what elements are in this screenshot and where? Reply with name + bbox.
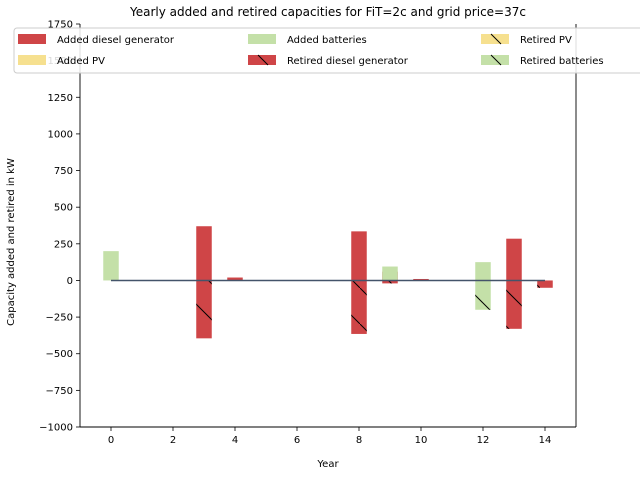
legend-hatch-retired-batteries [490, 54, 502, 66]
y-tick-label: 500 [54, 203, 73, 214]
legend: Added diesel generator Added batteries Ret… [13, 27, 640, 74]
x-axis-label: Year [316, 459, 339, 470]
y-tick-label: 250 [54, 239, 73, 250]
plot-area [103, 226, 553, 339]
legend-label-added-batteries: Added batteries [287, 35, 367, 46]
legend-label-added-diesel-generator: Added diesel generator [57, 35, 175, 46]
y-tick-label: −500 [46, 349, 73, 360]
legend-swatch-retired-batteries [481, 55, 509, 65]
legend-hatch-retired-diesel-generator [257, 54, 269, 66]
y-tick-label: 1750 [48, 20, 73, 31]
x-tick-label: 2 [170, 435, 176, 446]
bar-added-batteries [103, 251, 119, 281]
legend-swatch-retired-diesel-generator [248, 55, 276, 65]
x-tick-label: 8 [356, 435, 362, 446]
y-tick-label: −1000 [39, 423, 73, 434]
y-axis-label: Capacity added and retired in kW [6, 158, 17, 326]
y-tick-label: 0 [67, 276, 73, 287]
bar-added-batteries [475, 262, 491, 281]
hatch-retired-diesel-generator [196, 280, 212, 339]
x-tick-label: 12 [477, 435, 490, 446]
hatch-retired-diesel-generator [351, 280, 367, 334]
bar-added-diesel-generator [196, 226, 212, 281]
bar-added-diesel-generator [506, 238, 522, 281]
legend-label-retired-diesel-generator: Retired diesel generator [287, 56, 409, 67]
hatch-retired-batteries [475, 280, 491, 310]
x-tick-label: 10 [415, 435, 428, 446]
axes: −1000−750−500−25002505007501000125015001… [39, 20, 577, 446]
legend-swatch-added-diesel-generator [18, 34, 46, 44]
y-tick-label: −750 [46, 386, 73, 397]
y-tick-label: 1000 [48, 129, 73, 140]
bar-added-batteries [382, 266, 398, 281]
bar-added-diesel-generator [227, 277, 243, 281]
x-tick-label: 6 [294, 435, 300, 446]
y-tick-label: 1250 [48, 93, 73, 104]
hatch-retired-diesel-generator [382, 280, 398, 284]
legend-swatch-added-pv [18, 55, 46, 65]
y-tick-label: −250 [46, 313, 73, 324]
x-tick-label: 4 [232, 435, 238, 446]
y-tick-label: 750 [54, 166, 73, 177]
legend-label-retired-pv: Retired PV [520, 35, 572, 46]
x-tick-label: 14 [539, 435, 552, 446]
legend-hatch-retired-pv [490, 33, 502, 45]
legend-swatch-added-batteries [248, 34, 276, 44]
hatch-retired-diesel-generator [506, 280, 522, 329]
bar-added-diesel-generator [351, 231, 367, 281]
x-tick-label: 0 [108, 435, 114, 446]
hatch-retired-diesel-generator [537, 280, 553, 288]
legend-swatch-retired-pv [481, 34, 509, 44]
chart-title: Yearly added and retired capacities for … [129, 5, 526, 19]
legend-label-added-pv: Added PV [57, 56, 105, 67]
legend-label-retired-batteries: Retired batteries [520, 56, 604, 67]
